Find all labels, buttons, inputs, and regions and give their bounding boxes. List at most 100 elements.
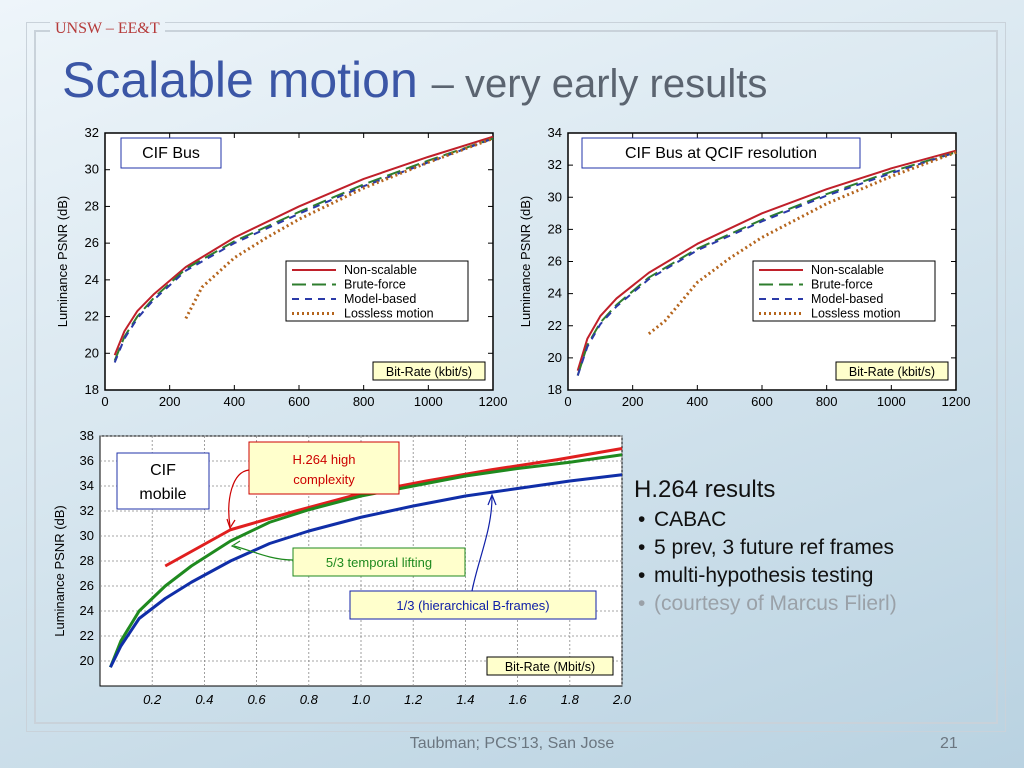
- y-axis-label: Luminance PSNR (dB): [518, 196, 533, 328]
- series-line-dot: [647, 150, 957, 335]
- chart-label: CIF Bus at QCIF resolution: [625, 145, 817, 162]
- x-axis-label: Bit-Rate (kbit/s): [849, 365, 935, 379]
- annotation-arrow-green: [233, 545, 294, 561]
- y-tick-label: 18: [85, 382, 99, 397]
- slide-outer-frame: [26, 22, 1006, 732]
- results-item-text: (courtesy of Marcus Flierl): [654, 592, 897, 615]
- x-tick-label: 400: [686, 394, 708, 409]
- series-line-dash: [113, 137, 494, 362]
- x-tick-label: 1.6: [509, 692, 528, 707]
- legend-label: Non-scalable: [811, 263, 884, 277]
- annotation-label: H.264 high: [293, 452, 356, 467]
- y-tick-label: 18: [548, 382, 562, 397]
- legend-label: Model-based: [811, 292, 883, 306]
- y-tick-label: 24: [548, 286, 562, 301]
- annotation-arrow-red: [228, 469, 250, 527]
- y-tick-label: 28: [80, 553, 94, 568]
- y-tick-label: 20: [80, 653, 94, 668]
- y-tick-label: 32: [85, 125, 99, 140]
- results-item: • multi-hypothesis testing: [638, 564, 994, 588]
- chart-label-box: [120, 137, 222, 169]
- y-tick-label: 26: [548, 254, 562, 269]
- x-tick-label: 2.0: [612, 692, 632, 707]
- x-tick-label: 1200: [479, 394, 508, 409]
- x-tick-label: 200: [159, 394, 181, 409]
- y-tick-label: 22: [548, 318, 562, 333]
- bullet-dot: •: [638, 592, 646, 615]
- x-axis-label-box: [486, 656, 614, 676]
- results-item-text: multi-hypothesis testing: [654, 564, 874, 587]
- y-axis-label: Luminance PSNR (dB): [52, 505, 67, 637]
- slide-frame: [34, 30, 998, 724]
- results-item-text: 5 prev, 3 future ref frames: [654, 536, 895, 559]
- y-tick-label: 30: [548, 189, 562, 204]
- x-tick-label: 1000: [877, 394, 906, 409]
- series-line-dash2: [113, 137, 494, 363]
- x-tick-label: 400: [223, 394, 245, 409]
- y-tick-label: 26: [85, 235, 99, 250]
- x-tick-label: 600: [288, 394, 310, 409]
- y-tick-label: 20: [85, 345, 99, 360]
- legend-label: Non-scalable: [344, 263, 417, 277]
- title-main: Scalable motion: [62, 52, 418, 108]
- brand-label: UNSW – EE&T: [50, 20, 165, 38]
- x-tick-label: 200: [622, 394, 644, 409]
- y-tick-label: 24: [85, 272, 99, 287]
- series-line-dot: [184, 137, 494, 320]
- x-tick-label: 0.8: [300, 692, 319, 707]
- x-tick-label: 0: [101, 394, 108, 409]
- y-tick-label: 34: [80, 478, 94, 493]
- annotation-label: complexity: [293, 472, 355, 487]
- annotation-arrowhead-red: [226, 518, 236, 530]
- x-tick-label: 1.8: [561, 692, 580, 707]
- annotation-box: [349, 590, 597, 620]
- x-tick-label: 0.6: [248, 692, 267, 707]
- y-tick-label: 30: [85, 162, 99, 177]
- chart-label: CIF: [150, 462, 176, 479]
- chart-label-box: [581, 137, 861, 169]
- results-list: H.264 results • CABAC • 5 prev, 3 future r…: [634, 476, 994, 620]
- page-number: 21: [940, 735, 958, 752]
- annotation-arrowhead-blue: [487, 493, 497, 506]
- x-axis-label-box: [835, 361, 949, 381]
- x-tick-label: 0.2: [143, 692, 162, 707]
- x-tick-label: 800: [816, 394, 838, 409]
- y-tick-label: 28: [548, 221, 562, 236]
- legend-label: Brute-force: [811, 278, 873, 292]
- annotation-arrowhead-green: [230, 540, 242, 551]
- chart-label: mobile: [139, 486, 186, 503]
- bullet-dot: •: [638, 536, 646, 559]
- y-tick-label: 26: [80, 578, 94, 593]
- legend-label: Lossless motion: [811, 307, 901, 321]
- y-tick-label: 34: [548, 125, 562, 140]
- y-tick-label: 22: [80, 628, 94, 643]
- results-heading: H.264 results: [634, 476, 776, 503]
- legend-label: Brute-force: [344, 278, 406, 292]
- chart-label: CIF Bus: [142, 145, 200, 162]
- annotation-label: 1/3 (hierarchical B-frames): [396, 598, 549, 613]
- chart-label-box: [116, 452, 210, 510]
- y-tick-label: 20: [548, 350, 562, 365]
- x-tick-label: 800: [353, 394, 375, 409]
- y-tick-label: 36: [80, 453, 94, 468]
- slide-title: Scalable motion – very early results: [62, 50, 767, 114]
- series-line-solid: [576, 149, 957, 372]
- x-tick-label: 1.4: [456, 692, 474, 707]
- legend-label: Model-based: [344, 292, 416, 306]
- x-axis-label: Bit-Rate (kbit/s): [386, 365, 472, 379]
- title-sub: – very early results: [431, 62, 768, 106]
- series-line-green: [109, 453, 623, 668]
- results-item-text: CABAC: [654, 508, 727, 531]
- y-tick-label: 32: [548, 157, 562, 172]
- results-items: • CABAC • 5 prev, 3 future ref frames • mul…: [634, 508, 994, 616]
- x-tick-label: 1.0: [352, 692, 371, 707]
- y-tick-label: 32: [80, 503, 94, 518]
- y-tick-label: 28: [85, 198, 99, 213]
- legend-label: Lossless motion: [344, 307, 434, 321]
- x-tick-label: 1.2: [404, 692, 423, 707]
- y-tick-label: 22: [85, 309, 99, 324]
- bullet-dot: •: [638, 564, 646, 587]
- annotation-arrow-blue: [471, 496, 493, 592]
- y-tick-label: 38: [80, 428, 94, 443]
